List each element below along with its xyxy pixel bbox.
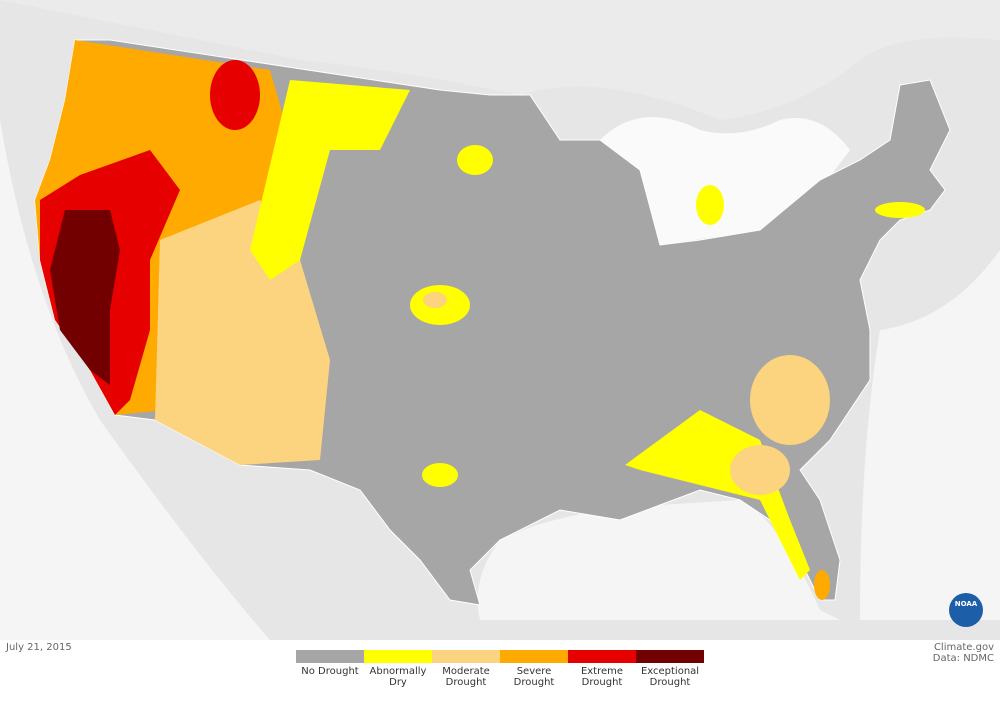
- drought-extreme: [210, 60, 260, 130]
- gulf: [477, 500, 840, 620]
- data-source: Data: NDMC: [932, 653, 994, 664]
- canada: [0, 0, 1000, 120]
- legend-item: No Drought: [296, 650, 364, 688]
- legend-item: Extreme Drought: [568, 650, 636, 688]
- map: NOAA: [0, 0, 1000, 640]
- legend: No Drought Abnormally Dry Moderate Drought…: [296, 650, 704, 688]
- legend-item: Severe Drought: [500, 650, 568, 688]
- date: July 21, 2015: [6, 642, 72, 653]
- credit: Climate.gov Data: NDMC: [933, 642, 994, 664]
- legend-item: Exceptional Drought: [636, 650, 704, 688]
- legend-item: Abnormally Dry: [364, 650, 432, 688]
- legend-swatch: [568, 650, 636, 663]
- legend-item: Moderate Drought: [432, 650, 500, 688]
- legend-swatch: [500, 650, 568, 663]
- legend-label: No Drought: [301, 666, 359, 677]
- legend-label: Severe Drought: [513, 666, 555, 688]
- legend-swatch: [432, 650, 500, 663]
- legend-swatch: [364, 650, 432, 663]
- drought-moderate: [750, 355, 830, 445]
- drought-dry: [250, 80, 410, 280]
- legend-label: Abnormally Dry: [369, 666, 427, 688]
- drought-dry: [457, 145, 493, 175]
- legend-swatch: [296, 650, 364, 663]
- great-lakes: [600, 117, 850, 245]
- drought-exceptional: [50, 210, 120, 385]
- drought-moderate: [730, 445, 790, 495]
- drought-severe: [814, 570, 830, 600]
- atlantic: [840, 250, 1000, 620]
- legend-label: Extreme Drought: [580, 666, 624, 688]
- source: Climate.gov: [933, 642, 994, 653]
- logo-text: NOAA: [955, 600, 978, 608]
- drought-dry: [696, 185, 724, 225]
- pacific: [0, 120, 270, 640]
- drought-dry: [875, 202, 925, 218]
- drought-dry: [422, 463, 458, 487]
- drought-moderate: [423, 292, 447, 308]
- legend-label: Exceptional Drought: [640, 666, 700, 688]
- noaa-logo: [949, 593, 983, 627]
- legend-swatch: [636, 650, 704, 663]
- legend-label: Moderate Drought: [442, 666, 490, 688]
